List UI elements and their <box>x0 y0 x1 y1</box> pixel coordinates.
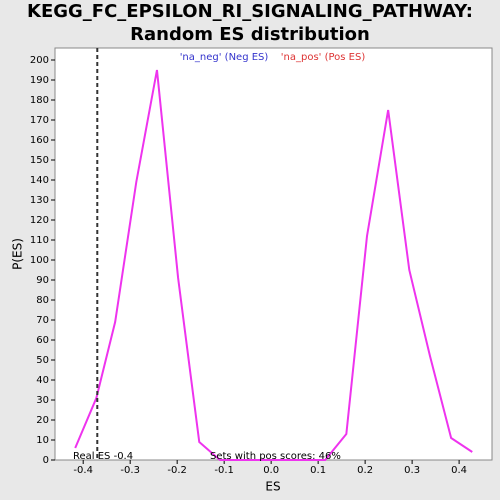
x-tick-label: 0.3 <box>404 465 420 476</box>
es-line <box>74 69 473 461</box>
legend-label: 'na_neg' (Neg ES) <box>180 52 269 63</box>
y-tick-label: 90 <box>36 275 49 286</box>
y-tick-label: 20 <box>36 415 49 426</box>
y-axis-label: P(ES) <box>11 238 25 270</box>
y-tick-label: 180 <box>30 95 49 106</box>
y-tick-label: 10 <box>36 435 49 446</box>
y-tick-label: 190 <box>30 75 49 86</box>
y-tick-label: 160 <box>30 135 49 146</box>
y-tick-label: 30 <box>36 395 49 406</box>
x-axis-label: ES <box>265 480 280 494</box>
y-tick-label: 50 <box>36 355 49 366</box>
y-tick-label: 60 <box>36 335 49 346</box>
x-tick-label: 0.4 <box>451 465 467 476</box>
y-tick-label: 130 <box>30 195 49 206</box>
plot-area <box>54 47 493 461</box>
x-tick-label: -0.1 <box>214 465 234 476</box>
y-tick-label: 100 <box>30 255 49 266</box>
annotation: Real ES -0.4 <box>73 451 133 462</box>
x-tick-label: 0.1 <box>310 465 326 476</box>
y-tick-label: 120 <box>30 215 49 226</box>
annotation: Sets with pos scores: 46% <box>210 451 341 462</box>
y-tick-label: 200 <box>30 55 49 66</box>
y-tick-label: 110 <box>30 235 49 246</box>
x-tick-label: -0.4 <box>73 465 93 476</box>
legend-label: 'na_pos' (Pos ES) <box>281 52 366 63</box>
y-tick-label: 0 <box>43 455 49 466</box>
x-tick-label: 0.2 <box>357 465 373 476</box>
y-tick-label: 140 <box>30 175 49 186</box>
x-tick-label: 0.0 <box>263 465 279 476</box>
x-tick-label: -0.2 <box>167 465 187 476</box>
y-tick-label: 170 <box>30 115 49 126</box>
y-tick-label: 70 <box>36 315 49 326</box>
chart-title: KEGG_FC_EPSILON_RI_SIGNALING_PATHWAY: Ra… <box>27 1 473 45</box>
y-tick-label: 80 <box>36 295 49 306</box>
y-tick-label: 150 <box>30 155 49 166</box>
x-tick-label: -0.3 <box>120 465 140 476</box>
y-tick-label: 40 <box>36 375 49 386</box>
